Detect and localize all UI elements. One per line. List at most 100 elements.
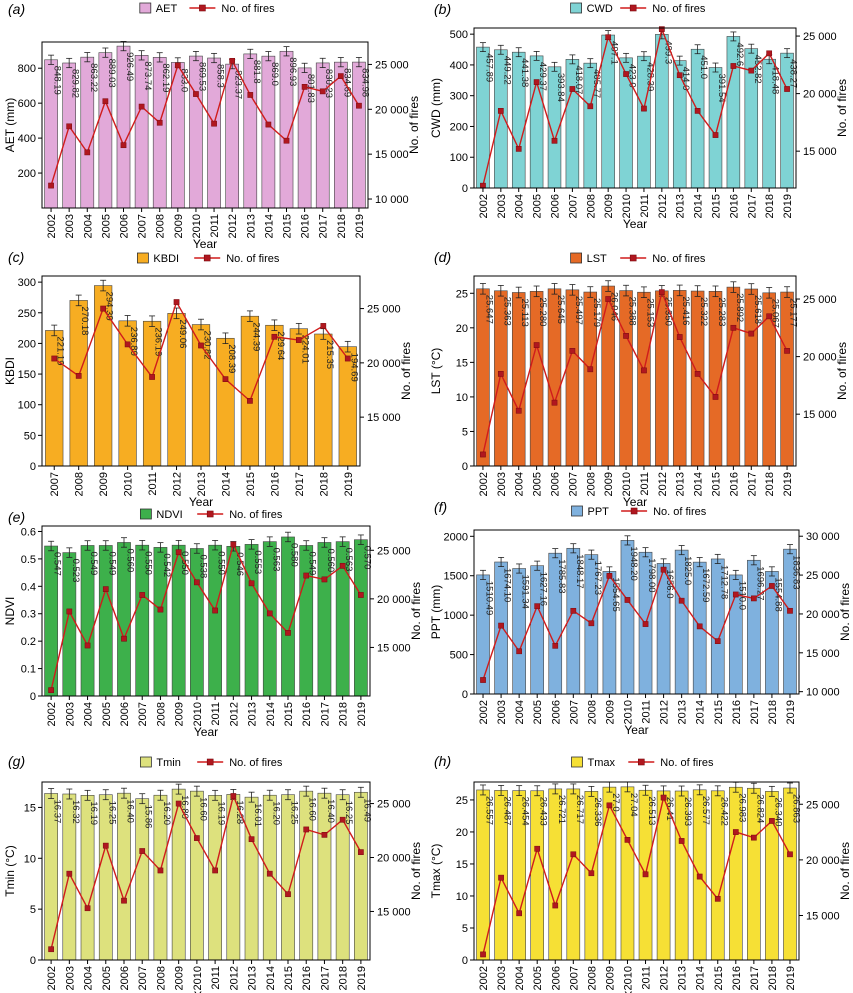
y-tick-label: 500 xyxy=(450,650,468,662)
y2-tick-label: 10 000 xyxy=(806,687,840,699)
y-tick-label: 400 xyxy=(18,133,36,145)
x-tick-label: 2019 xyxy=(782,472,794,496)
x-tick-label: 2005 xyxy=(101,702,113,726)
panel-a-aet: (a) AET No. of fires 848.19 829.82 863.22 889.… xyxy=(3,1,421,251)
x-tick-label: 2007 xyxy=(567,194,579,218)
x-tick-label: 2017 xyxy=(294,472,306,496)
data-label: 25.618 xyxy=(752,295,763,324)
y-axis-left: 0 50 100 150 200 250 300 xyxy=(18,277,42,473)
data-label: 0.549 xyxy=(307,551,318,575)
y-tick-label: 15 xyxy=(24,802,36,814)
panel-letter: (b) xyxy=(434,1,451,17)
x-tick-label: 2012 xyxy=(659,966,671,990)
x-tick-label: 2013 xyxy=(677,966,689,990)
legend-swatch-marker xyxy=(206,510,214,518)
y-axis-left: 0 5 10 15 20 25 xyxy=(456,288,474,473)
data-label: 423.0 xyxy=(627,64,638,88)
data-label: 0.570 xyxy=(361,546,372,570)
x-tick-label: 2019 xyxy=(356,702,368,726)
legend-label-bar: LST xyxy=(587,253,607,265)
y2-tick-label: 20 000 xyxy=(806,609,840,621)
data-label: 26.433 xyxy=(538,797,549,826)
data-label: 25.179 xyxy=(591,298,602,327)
fires-point xyxy=(303,826,310,833)
y-axis-right: 15 000 20 000 25 000 xyxy=(799,799,840,923)
x-tick-label: 2007 xyxy=(49,472,61,496)
panel-e-ndvi: (e) NDVI No. of fires 0.547 0.523 0.549 0.549 0… xyxy=(3,508,423,739)
data-label: 25.350 xyxy=(662,297,673,326)
y2-axis-title: No. of fires xyxy=(838,842,852,900)
y-tick-label: 25 xyxy=(456,795,468,807)
y-tick-label: 0 xyxy=(462,183,468,195)
y-tick-label: 0.4 xyxy=(21,581,36,593)
y-axis-right: 15 000 20 000 25 000 xyxy=(370,545,411,654)
x-tick-label: 2006 xyxy=(550,700,562,724)
fires-point xyxy=(319,88,326,95)
x-tick-label: 2003 xyxy=(64,966,76,990)
fires-point xyxy=(66,123,73,130)
x-tick-label: 2018 xyxy=(318,472,330,496)
y-tick-label: 15 xyxy=(456,357,468,369)
x-tick-label: 2011 xyxy=(210,702,222,726)
bars xyxy=(476,781,797,961)
x-tick-label: 2004 xyxy=(82,214,94,238)
fires-point xyxy=(570,851,577,858)
x-tick-label: 2011 xyxy=(639,472,651,496)
fires-point xyxy=(248,580,255,587)
x-tick-label: 2017 xyxy=(318,214,330,238)
fires-point xyxy=(149,374,155,380)
fires-point xyxy=(102,98,109,105)
x-tick-label: 2010 xyxy=(622,966,634,990)
data-label: 26.721 xyxy=(556,795,567,824)
data-label: 492.6 xyxy=(734,42,745,66)
legend-label-bar: CWD xyxy=(587,3,613,15)
data-label: 16.60 xyxy=(307,797,318,821)
fires-point xyxy=(321,576,328,583)
data-label: 1798.00 xyxy=(646,558,657,592)
x-axis-title: Year xyxy=(194,989,218,993)
y-axis-left: 200 400 600 800 xyxy=(18,63,42,180)
data-label: 0.563 xyxy=(343,548,354,572)
data-label: 873.74 xyxy=(142,61,153,90)
x-tick-label: 2004 xyxy=(514,700,526,724)
fires-point xyxy=(222,376,229,382)
x-tick-label: 2014 xyxy=(695,700,707,724)
y2-tick-label: 30 000 xyxy=(806,531,840,543)
y2-tick-label: 15 000 xyxy=(377,906,411,918)
data-label: 16.60 xyxy=(197,797,208,821)
x-tick-label: 2012 xyxy=(659,700,671,724)
fires-point xyxy=(124,341,131,348)
data-label: 418.07 xyxy=(573,65,584,94)
data-label: 0.560 xyxy=(125,548,136,572)
data-label: 25.363 xyxy=(501,297,512,326)
fires-point xyxy=(533,79,540,85)
y-tick-label: 20 xyxy=(456,323,468,335)
fires-point xyxy=(139,848,146,854)
fires-point xyxy=(358,849,364,855)
fires-point xyxy=(498,874,504,881)
fires-point xyxy=(730,324,737,331)
data-label: 1591.34 xyxy=(520,575,531,609)
fires-point xyxy=(784,347,790,354)
x-tick-label: 2018 xyxy=(338,702,350,726)
panel-d-lst: (d) LST No. of fires 25.647 25.363 25.113 25.2… xyxy=(429,249,849,509)
x-tick-label: 2016 xyxy=(731,700,743,724)
fires-point xyxy=(787,607,793,614)
legend-label-line: No. of fires xyxy=(229,509,283,521)
data-labels: 221.19 270.18 294.39 236.89 236.19 249.06 230.… xyxy=(55,292,360,382)
data-label: 215.35 xyxy=(324,340,335,369)
data-label: 230.82 xyxy=(202,331,213,360)
x-axis: 2007 2008 2009 2010 2011 2012 2013 2014 2015 2016… xyxy=(49,466,355,496)
fires-point xyxy=(748,330,755,337)
data-label: 25.645 xyxy=(555,295,566,324)
fires-point xyxy=(606,802,613,809)
fires-point xyxy=(751,595,757,602)
fires-point xyxy=(229,57,236,64)
y2-tick-label: 15 000 xyxy=(367,412,401,424)
data-label: 16.32 xyxy=(70,800,81,824)
fires-point xyxy=(769,583,775,589)
y2-axis-title: No. of fires xyxy=(835,79,849,137)
x-tick-label: 2004 xyxy=(514,472,526,496)
x-tick-label: 2002 xyxy=(478,194,490,218)
